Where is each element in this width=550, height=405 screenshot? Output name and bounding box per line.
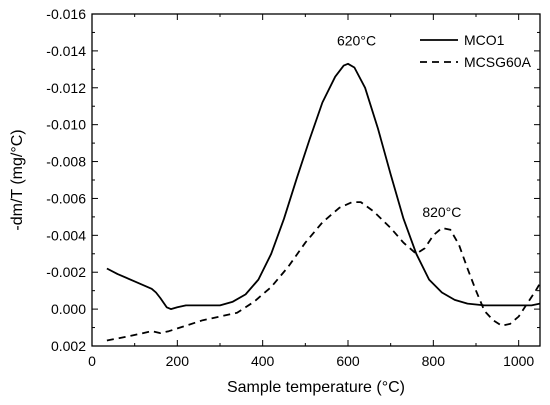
y-tick-label: -0.014 bbox=[46, 43, 86, 59]
x-tick-label: 800 bbox=[422, 353, 446, 369]
y-tick-label: 0.000 bbox=[51, 301, 86, 317]
y-tick-label: 0.002 bbox=[51, 338, 86, 354]
legend-label-mco1: MCO1 bbox=[464, 32, 505, 48]
peak-annotation: 620°C bbox=[337, 32, 376, 48]
y-tick-label: -0.006 bbox=[46, 190, 86, 206]
x-tick-label: 600 bbox=[336, 353, 360, 369]
series-line-mcsg60a bbox=[106, 201, 540, 342]
y-tick-label: -0.002 bbox=[46, 264, 86, 280]
y-tick-label: -0.010 bbox=[46, 117, 86, 133]
x-axis-title: Sample temperature (°C) bbox=[227, 379, 405, 396]
y-tick-label: -0.008 bbox=[46, 154, 86, 170]
x-tick-label: 200 bbox=[166, 353, 190, 369]
series-layer bbox=[106, 62, 540, 342]
x-tick-label: 0 bbox=[88, 353, 96, 369]
axes: 0 200 400 600 800 1000 -0.016 -0.014 -0.012 -0.01… bbox=[9, 6, 541, 396]
x-tick-label: 1000 bbox=[503, 353, 534, 369]
peak-annotation: 820°C bbox=[422, 204, 461, 220]
y-tick-label: -0.016 bbox=[46, 6, 86, 22]
y-axis-title: -dm/T (mg/°C) bbox=[9, 129, 26, 230]
legend: MCO1 MCSG60A bbox=[420, 32, 532, 70]
y-tick-label: -0.004 bbox=[46, 227, 86, 243]
series-line-mco1 bbox=[106, 62, 540, 310]
legend-label-mcsg60a: MCSG60A bbox=[464, 54, 532, 70]
annotation-layer: 620°C 820°C bbox=[337, 32, 461, 220]
x-tick-label: 400 bbox=[251, 353, 275, 369]
y-tick-label: -0.012 bbox=[46, 80, 86, 96]
